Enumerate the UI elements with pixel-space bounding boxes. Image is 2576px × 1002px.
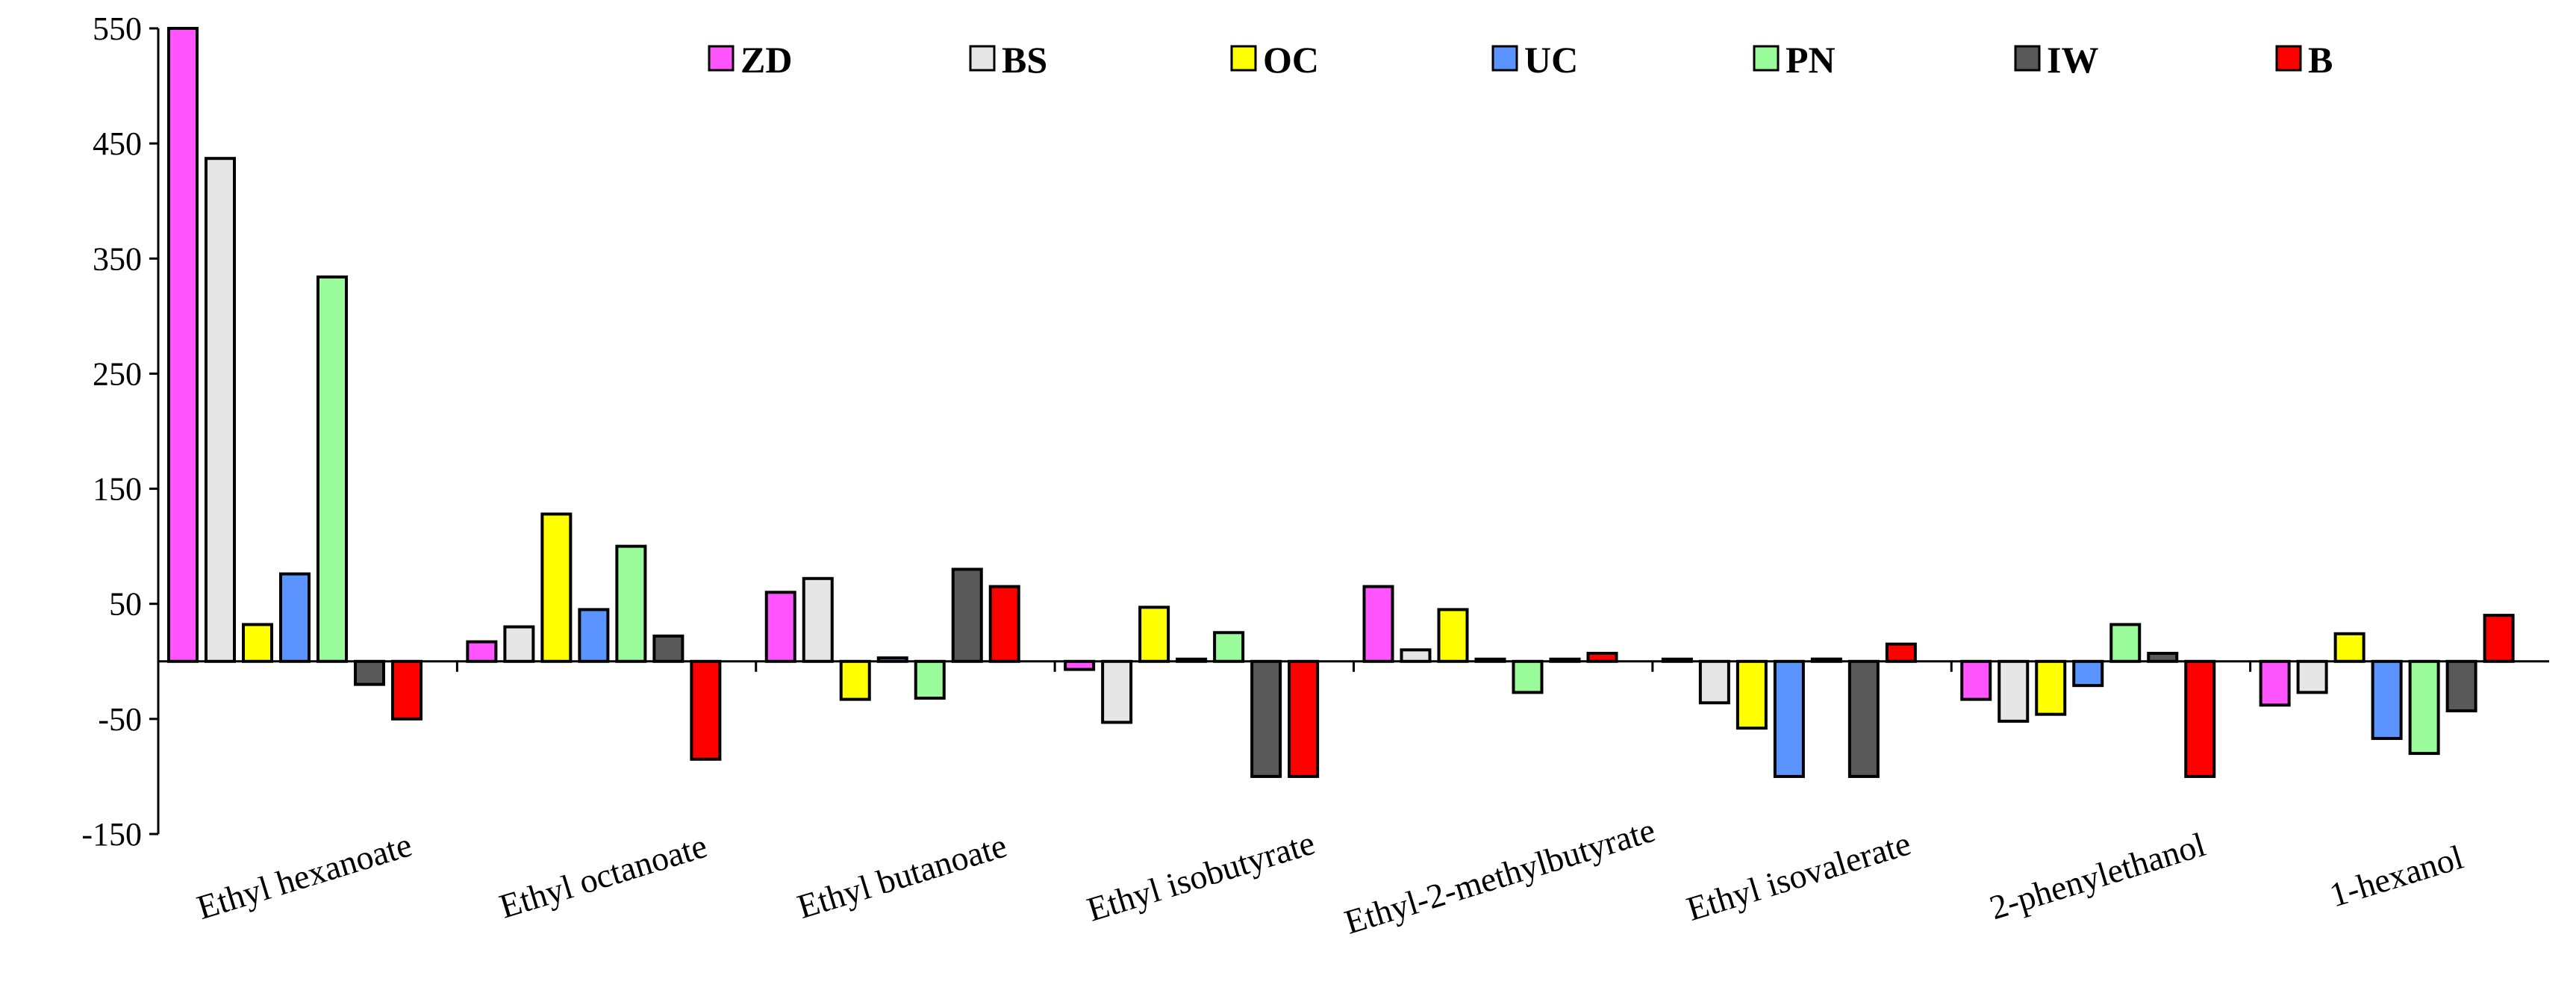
bar-iw	[354, 659, 385, 686]
bar-b	[690, 659, 722, 761]
bar-uc	[1773, 659, 1805, 778]
legend-swatch-pn	[1753, 45, 1780, 72]
legend-label-bs: BS	[1002, 39, 1047, 81]
bar-b	[1885, 642, 1917, 663]
bar-bs	[1400, 648, 1432, 663]
x-category-label: Ethyl octanoate	[495, 827, 711, 926]
bar-b	[1288, 659, 1320, 778]
legend-swatch-uc	[1491, 45, 1518, 72]
bar-bs	[2296, 659, 2328, 694]
y-tick-label: 350	[93, 240, 142, 277]
bar-zd	[1960, 659, 1992, 701]
bar-oc	[1735, 659, 1768, 730]
bar-pn	[1810, 657, 1842, 663]
bar-zd	[1064, 659, 1096, 671]
bar-oc	[1138, 606, 1170, 663]
bar-pn	[1213, 631, 1245, 663]
bar-zd	[167, 27, 199, 663]
y-tick-label: -150	[81, 816, 142, 853]
bar-bs	[1698, 659, 1730, 705]
legend-swatch-iw	[2014, 45, 2041, 72]
bar-oc	[242, 623, 273, 663]
bar-b	[988, 585, 1020, 663]
x-category-label: Ethyl isovalerate	[1682, 824, 1915, 928]
legend-label-pn: PN	[1786, 39, 1836, 81]
bar-iw	[1549, 657, 1581, 663]
bar-bs	[802, 576, 834, 663]
bar-zd	[764, 591, 796, 663]
bar-bs	[503, 625, 535, 663]
bar-uc	[2371, 659, 2403, 741]
y-tick-label: 450	[93, 125, 142, 162]
bar-iw	[2147, 651, 2179, 663]
x-category-label: Ethyl butanoate	[793, 826, 1011, 926]
bar-pn	[2408, 659, 2440, 756]
bar-pn	[615, 544, 647, 663]
legend-label-b: B	[2308, 39, 2333, 81]
y-tick-label: 150	[93, 471, 142, 508]
bar-pn	[316, 275, 348, 663]
bar-zd	[1661, 657, 1693, 663]
bar-oc	[2035, 659, 2067, 716]
bar-iw	[652, 634, 684, 663]
bar-iw	[1847, 659, 1880, 778]
bar-uc	[279, 572, 311, 663]
bar-b	[2184, 659, 2216, 778]
bar-pn	[1512, 659, 1544, 694]
bar-oc	[2333, 632, 2366, 663]
bar-oc	[1437, 608, 1469, 663]
y-tick-label: 250	[93, 355, 142, 392]
x-category-label: 1-hexanol	[2325, 838, 2468, 915]
y-tick-label: -50	[98, 701, 142, 738]
bar-uc	[1474, 657, 1506, 663]
bar-iw	[2445, 659, 2477, 713]
bar-uc	[578, 608, 610, 663]
bar-iw	[951, 567, 983, 663]
bar-zd	[466, 640, 498, 663]
bar-bs	[1101, 659, 1133, 724]
bar-b	[1586, 651, 1618, 663]
legend-swatch-oc	[1230, 45, 1257, 72]
bar-zd	[2259, 659, 2291, 707]
legend: ZD BS OC UC PN IW B	[708, 39, 2333, 81]
bar-uc	[2072, 659, 2104, 688]
bar-uc	[876, 656, 908, 663]
bar-b	[2483, 614, 2515, 663]
x-category-label: Ethyl isobutyrate	[1082, 824, 1319, 929]
bar-pn	[2109, 623, 2142, 663]
x-category-label: Ethyl-2-methylbutyrate	[1340, 811, 1659, 942]
legend-label-oc: OC	[1263, 39, 1319, 81]
bar-iw	[1250, 659, 1282, 778]
bar-bs	[1998, 659, 2030, 723]
bar-oc	[839, 659, 871, 701]
bar-uc	[1176, 657, 1208, 663]
bar-pn	[914, 659, 946, 700]
bar-bs	[205, 157, 236, 663]
bar-b	[391, 659, 422, 721]
x-category-label: Ethyl hexanoate	[193, 825, 417, 927]
x-category-label: 2-phenylethanol	[1986, 825, 2210, 927]
legend-label-iw: IW	[2047, 39, 2098, 81]
legend-swatch-bs	[969, 45, 996, 72]
bar-oc	[540, 512, 573, 663]
y-tick-label: 50	[109, 586, 142, 623]
bar-zd	[1362, 585, 1394, 663]
y-tick-label: 550	[93, 10, 142, 47]
legend-label-uc: UC	[1524, 39, 1578, 81]
plot-area: 550 450 350 250 150 50 -50 -150 Ethyl hexanoate E…	[81, 10, 2549, 942]
legend-label-zd: ZD	[740, 39, 792, 81]
legend-swatch-b	[2275, 45, 2302, 72]
legend-swatch-zd	[708, 45, 735, 72]
